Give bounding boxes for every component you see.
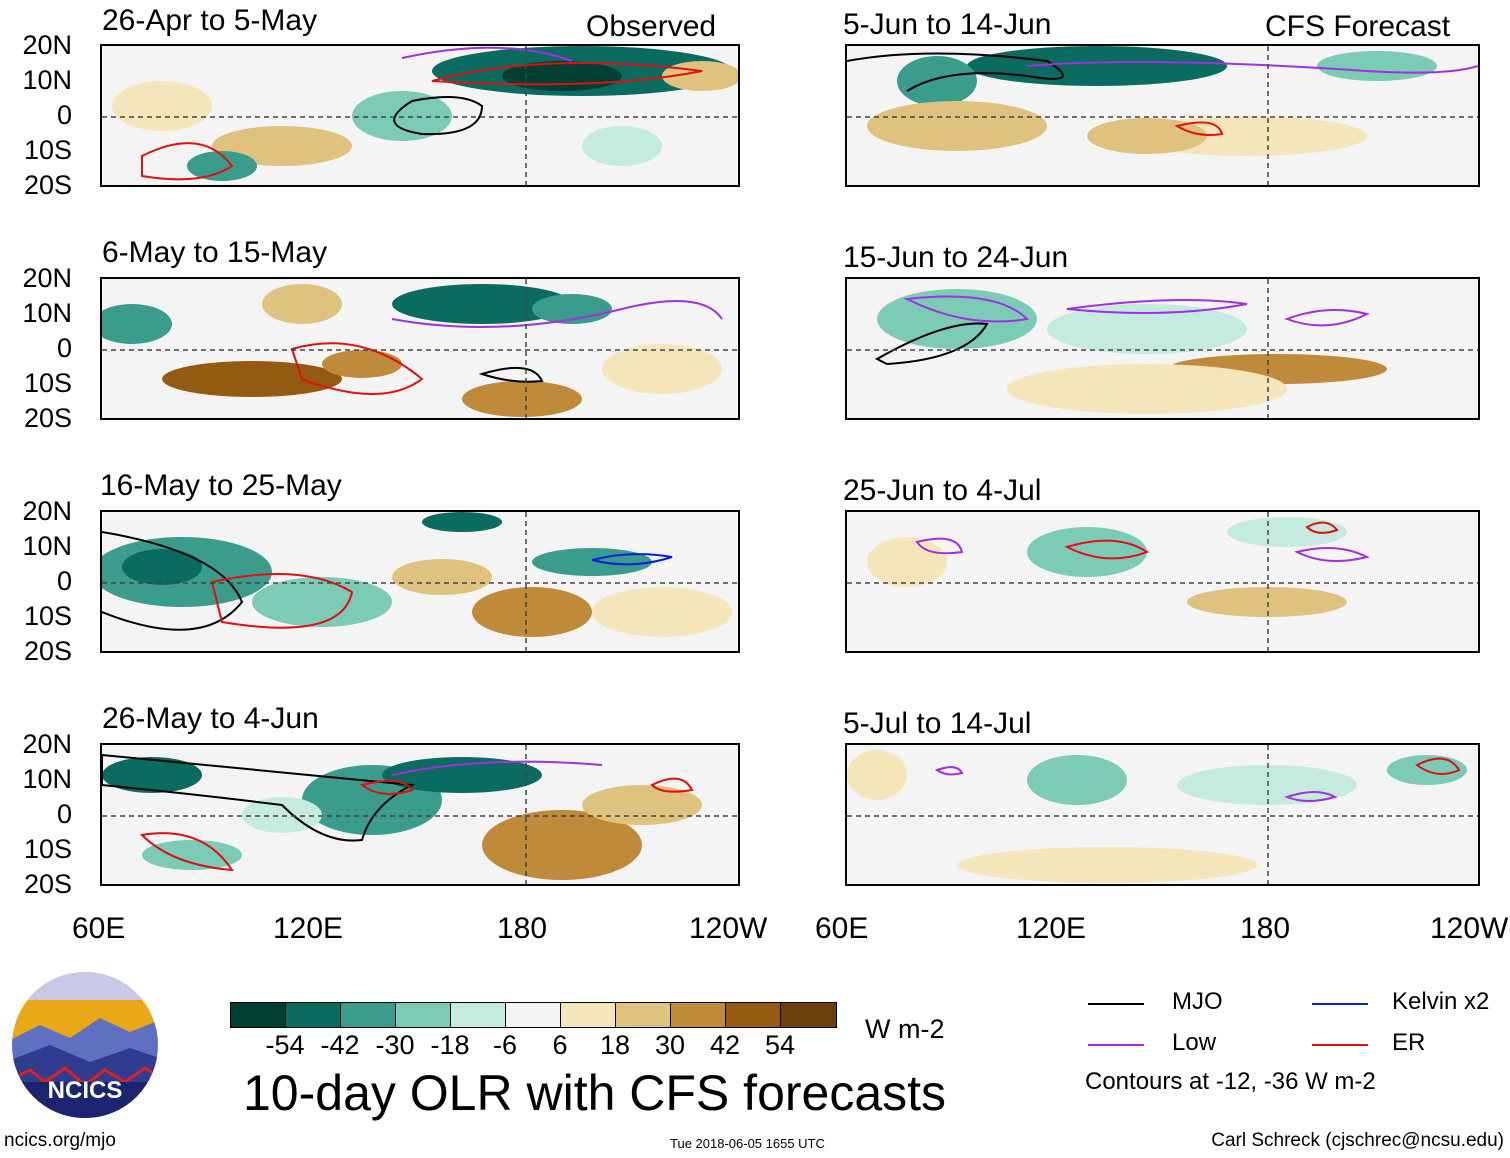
lon-label: 180 — [497, 912, 548, 945]
lat-label: 10S — [23, 834, 72, 864]
panel-title: 16-May to 25-May — [100, 469, 342, 502]
panel-title: 26-Apr to 5-May — [102, 4, 318, 37]
colorbar-swatch — [671, 1003, 726, 1027]
colorbar-swatch — [726, 1003, 781, 1027]
lon-label: 120W — [689, 912, 768, 945]
colorbar-tick-label: 18 — [599, 1030, 631, 1060]
olr-map — [845, 743, 1480, 886]
lat-label: 10N — [22, 65, 72, 95]
olr-map — [845, 510, 1480, 653]
lat-label: 20S — [23, 170, 72, 200]
lat-label: 10S — [23, 601, 72, 631]
kelvin-legend-label: Kelvin x2 — [1392, 988, 1490, 1015]
panel-title: 15-Jun to 24-Jun — [843, 241, 1069, 274]
panel-title: 25-Jun to 4-Jul — [843, 474, 1042, 507]
lat-label: 20S — [23, 403, 72, 433]
lon-label: 60E — [815, 912, 869, 945]
colorbar-tick-label: -30 — [375, 1030, 415, 1060]
lat-label: 0 — [56, 799, 72, 829]
colorbar-tick-label: -6 — [492, 1030, 517, 1060]
olr-map — [100, 44, 740, 187]
colorbar-tick-label: 6 — [552, 1030, 568, 1060]
olr-map — [845, 44, 1480, 187]
observed-label: Observed — [586, 10, 717, 43]
panel-title: 6-May to 15-May — [102, 236, 328, 269]
er-legend-line — [1312, 1044, 1368, 1046]
er-legend-label: ER — [1392, 1029, 1426, 1056]
colorbar-swatch — [396, 1003, 451, 1027]
colorbar-swatch — [616, 1003, 671, 1027]
main-title: 10-day OLR with CFS forecasts — [243, 1065, 947, 1121]
lat-label: 20N — [22, 263, 72, 293]
contour-note: Contours at -12, -36 W m-2 — [1085, 1068, 1376, 1095]
colorbar-swatch — [561, 1003, 616, 1027]
colorbar-tick-label: 30 — [654, 1030, 686, 1060]
lat-label: 0 — [56, 100, 72, 130]
lon-label: 60E — [72, 912, 126, 945]
olr-map — [100, 277, 740, 420]
panel-title: 26-May to 4-Jun — [102, 702, 319, 735]
lat-label: 20N — [22, 729, 72, 759]
lat-label: 10N — [22, 298, 72, 328]
olr-map — [845, 277, 1480, 420]
lat-label: 20S — [23, 869, 72, 899]
kelvin-legend-line — [1312, 1003, 1368, 1005]
lat-label: 20S — [23, 636, 72, 666]
lat-label: 10S — [23, 368, 72, 398]
low-legend-label: Low — [1172, 1029, 1217, 1056]
mjo-legend-line — [1088, 1003, 1144, 1005]
logo-text: NCICS — [48, 1077, 123, 1104]
colorbar-swatch — [506, 1003, 561, 1027]
lon-label: 120W — [1430, 912, 1509, 945]
lat-label: 10N — [22, 531, 72, 561]
olr-map — [100, 510, 740, 653]
lat-label: 0 — [56, 333, 72, 363]
panel-title: 5-Jul to 14-Jul — [843, 707, 1032, 740]
panel-title: 5-Jun to 14-Jun — [843, 8, 1052, 41]
footer-credit: Carl Schreck (cjschrec@ncsu.edu) — [1211, 1130, 1504, 1151]
mjo-legend-label: MJO — [1172, 988, 1223, 1015]
lat-label: 10N — [22, 764, 72, 794]
colorbar-tick-label: -54 — [265, 1030, 305, 1060]
colorbar-units: W m-2 — [865, 1014, 945, 1044]
lon-label: 120E — [273, 912, 344, 945]
ncics-logo[interactable]: NCICS — [10, 970, 160, 1120]
colorbar-tick-label: -42 — [320, 1030, 360, 1060]
forecast-label: CFS Forecast — [1265, 10, 1451, 43]
footer-timestamp: Tue 2018-06-05 1655 UTC — [670, 1136, 825, 1151]
lat-label: 20N — [22, 30, 72, 60]
footer-link[interactable]: ncics.org/mjo — [4, 1130, 116, 1151]
colorbar-tick-label: 42 — [709, 1030, 741, 1060]
colorbar-swatch — [231, 1003, 286, 1027]
lat-label: 20N — [22, 496, 72, 526]
lat-label: 0 — [56, 566, 72, 596]
colorbar — [230, 1002, 837, 1028]
colorbar-swatch — [341, 1003, 396, 1027]
low-legend-line — [1088, 1044, 1144, 1046]
lon-label: 120E — [1016, 912, 1087, 945]
colorbar-swatch — [781, 1003, 836, 1027]
colorbar-swatch — [286, 1003, 341, 1027]
colorbar-swatch — [451, 1003, 506, 1027]
lat-label: 10S — [23, 135, 72, 165]
lon-label: 180 — [1240, 912, 1291, 945]
colorbar-tick-label: 54 — [764, 1030, 796, 1060]
olr-map — [100, 743, 740, 886]
colorbar-tick-label: -18 — [430, 1030, 470, 1060]
